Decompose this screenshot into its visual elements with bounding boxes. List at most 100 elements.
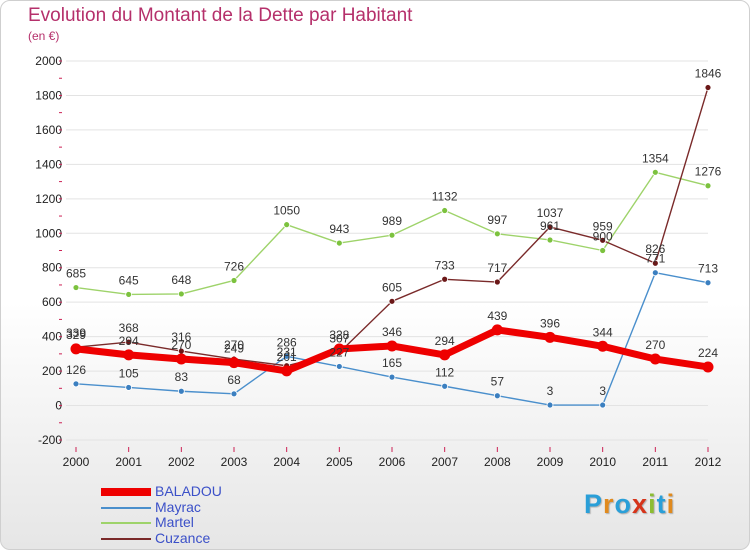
data-label-martel: 1050: [273, 204, 300, 218]
data-label-cuzance: 826: [645, 242, 665, 256]
data-point-baladou: [333, 343, 345, 355]
data-label-baladou: 270: [645, 338, 665, 352]
data-point-mayrac: [651, 269, 659, 277]
x-tick-label: 2011: [642, 455, 668, 469]
data-point-mayrac: [335, 363, 343, 370]
legend-label: Martel: [155, 514, 194, 530]
data-label-baladou: 294: [435, 334, 455, 348]
legend-swatch: [101, 488, 151, 496]
data-point-mayrac: [230, 390, 238, 398]
data-point-cuzance: [125, 338, 133, 346]
data-label-cuzance: 307: [329, 332, 349, 346]
data-point-mayrac: [704, 279, 712, 287]
data-point-baladou: [702, 361, 714, 373]
data-label-baladou: 344: [593, 325, 613, 339]
x-tick-label: 2007: [431, 455, 458, 469]
data-point-baladou: [386, 340, 398, 352]
data-label-martel: 900: [593, 230, 613, 244]
data-label-baladou: 270: [171, 338, 191, 352]
legend-swatch: [101, 537, 151, 540]
y-tick-label: 0: [55, 399, 62, 413]
data-point-martel: [388, 231, 396, 239]
data-point-martel: [72, 284, 80, 291]
y-tick-label: 400: [42, 330, 62, 344]
x-tick-label: 2002: [168, 455, 195, 469]
data-label-baladou: 249: [224, 342, 244, 356]
y-tick-label: 600: [42, 295, 62, 309]
logo-letter: i: [666, 489, 676, 519]
x-tick-label: 2006: [379, 455, 406, 469]
data-label-baladou: 224: [698, 346, 718, 360]
data-point-martel: [283, 221, 291, 229]
data-point-mayrac: [388, 373, 396, 381]
data-label-mayrac: 165: [382, 356, 402, 370]
data-point-cuzance: [651, 259, 659, 267]
data-label-cuzance: 339: [66, 326, 86, 340]
legend-label: Mayrac: [155, 498, 201, 515]
data-label-martel: 1132: [432, 190, 458, 204]
data-label-martel: 1276: [695, 165, 722, 179]
data-point-martel: [651, 168, 659, 176]
data-point-martel: [335, 239, 343, 247]
x-tick-label: 2000: [63, 455, 90, 469]
y-tick-label: 1600: [35, 123, 62, 137]
data-label-baladou: 201: [277, 350, 297, 364]
data-point-martel: [599, 247, 607, 254]
data-label-mayrac: 112: [435, 365, 454, 379]
data-label-mayrac: 105: [119, 366, 139, 380]
data-point-baladou: [123, 349, 135, 361]
data-point-mayrac: [283, 352, 291, 360]
y-tick-label: 1000: [35, 226, 62, 240]
legend-label: Cuzance: [155, 529, 211, 546]
legend-label: BALADOU: [155, 483, 222, 499]
data-label-baladou: 346: [382, 325, 402, 339]
data-label-cuzance: 1037: [537, 206, 564, 220]
data-label-cuzance: 717: [487, 261, 507, 275]
data-label-cuzance: 733: [435, 258, 455, 272]
data-label-martel: 648: [171, 273, 191, 287]
x-tick-label: 2010: [589, 455, 616, 469]
data-label-baladou: 329: [66, 328, 86, 342]
data-label-mayrac: 126: [66, 363, 86, 377]
y-tick-label: 200: [42, 364, 62, 378]
data-label-mayrac: 713: [698, 262, 718, 276]
data-label-mayrac: 3: [599, 384, 606, 398]
data-label-mayrac: 68: [227, 373, 241, 387]
data-point-baladou: [649, 353, 661, 365]
data-point-cuzance: [441, 275, 449, 283]
data-point-martel: [177, 290, 185, 298]
data-point-mayrac: [546, 401, 554, 409]
data-label-mayrac: 227: [329, 345, 349, 359]
data-label-martel: 726: [224, 259, 244, 273]
x-tick-label: 2003: [221, 455, 248, 469]
data-label-mayrac: 771: [645, 252, 665, 266]
chart-subtitle: (en €): [28, 29, 60, 43]
logo-letter: x: [632, 489, 649, 519]
data-point-baladou: [544, 331, 556, 343]
data-point-mayrac: [599, 401, 607, 409]
data-point-baladou: [597, 340, 609, 352]
data-point-cuzance: [388, 297, 396, 305]
data-label-martel: 645: [119, 273, 139, 287]
data-point-martel: [493, 230, 501, 238]
data-point-baladou: [70, 343, 82, 355]
data-label-cuzance: 316: [171, 330, 191, 344]
chart-title: Evolution du Montant de la Dette par Hab…: [28, 5, 413, 26]
data-point-baladou: [175, 353, 187, 365]
y-tick-label: -200: [38, 433, 62, 447]
data-point-martel: [230, 277, 238, 284]
data-label-martel: 943: [329, 222, 349, 236]
data-point-mayrac: [125, 384, 133, 391]
data-label-martel: 997: [487, 213, 507, 227]
x-tick-label: 2005: [326, 455, 353, 469]
x-tick-label: 2004: [273, 455, 300, 469]
data-label-mayrac: 57: [491, 375, 505, 389]
data-label-cuzance: 231: [277, 345, 297, 359]
data-point-cuzance: [546, 223, 554, 231]
data-label-martel: 685: [66, 267, 86, 281]
data-label-martel: 1354: [642, 151, 669, 165]
data-label-baladou: 439: [487, 309, 507, 323]
data-point-baladou: [281, 365, 293, 377]
data-point-mayrac: [177, 387, 185, 395]
